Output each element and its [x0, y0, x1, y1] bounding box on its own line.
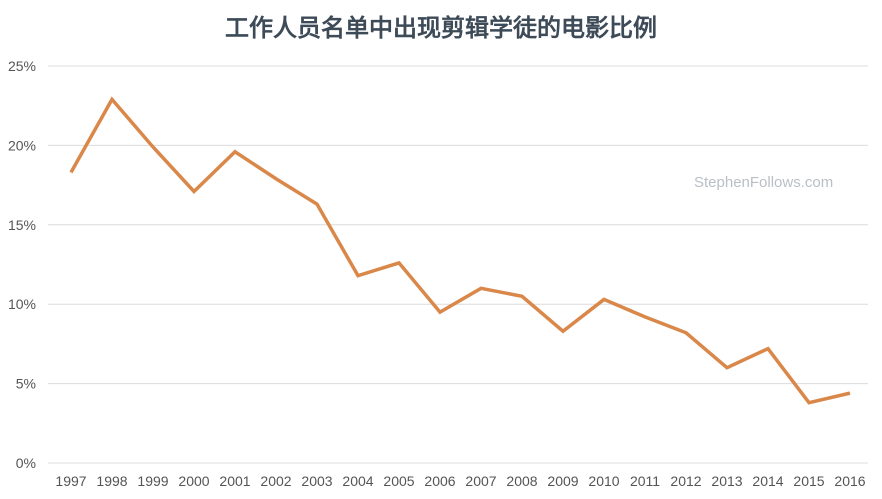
y-tick-label: 25% — [8, 58, 36, 74]
x-tick-label: 2004 — [342, 473, 373, 489]
y-tick-label: 5% — [16, 376, 36, 392]
x-tick-label: 2000 — [178, 473, 209, 489]
x-tick-label: 2001 — [219, 473, 250, 489]
x-tick-label: 2006 — [424, 473, 455, 489]
y-tick-label: 0% — [16, 455, 36, 471]
x-tick-label: 2014 — [752, 473, 783, 489]
x-tick-label: 2012 — [670, 473, 701, 489]
x-tick-label: 2009 — [547, 473, 578, 489]
chart-title: 工作人员名单中出现剪辑学徒的电影比例 — [225, 14, 657, 42]
y-tick-label: 20% — [8, 137, 36, 153]
y-tick-label: 15% — [8, 217, 36, 233]
x-tick-label: 2008 — [506, 473, 537, 489]
x-tick-label: 1998 — [96, 473, 127, 489]
x-tick-label: 2003 — [301, 473, 332, 489]
y-tick-label: 10% — [8, 296, 36, 312]
x-tick-label: 2013 — [711, 473, 742, 489]
series-line — [69, 96, 851, 405]
x-tick-label: 2010 — [588, 473, 619, 489]
x-tick-label: 1997 — [55, 473, 86, 489]
x-tick-label: 2011 — [630, 473, 660, 489]
x-tick-label: 2015 — [793, 473, 824, 489]
x-tick-label: 2002 — [260, 473, 291, 489]
x-tick-label: 1999 — [137, 473, 168, 489]
x-tick-label: 2016 — [834, 473, 865, 489]
x-tick-label: 2005 — [383, 473, 414, 489]
watermark: StephenFollows.com — [694, 174, 834, 191]
x-tick-label: 2007 — [465, 473, 496, 489]
